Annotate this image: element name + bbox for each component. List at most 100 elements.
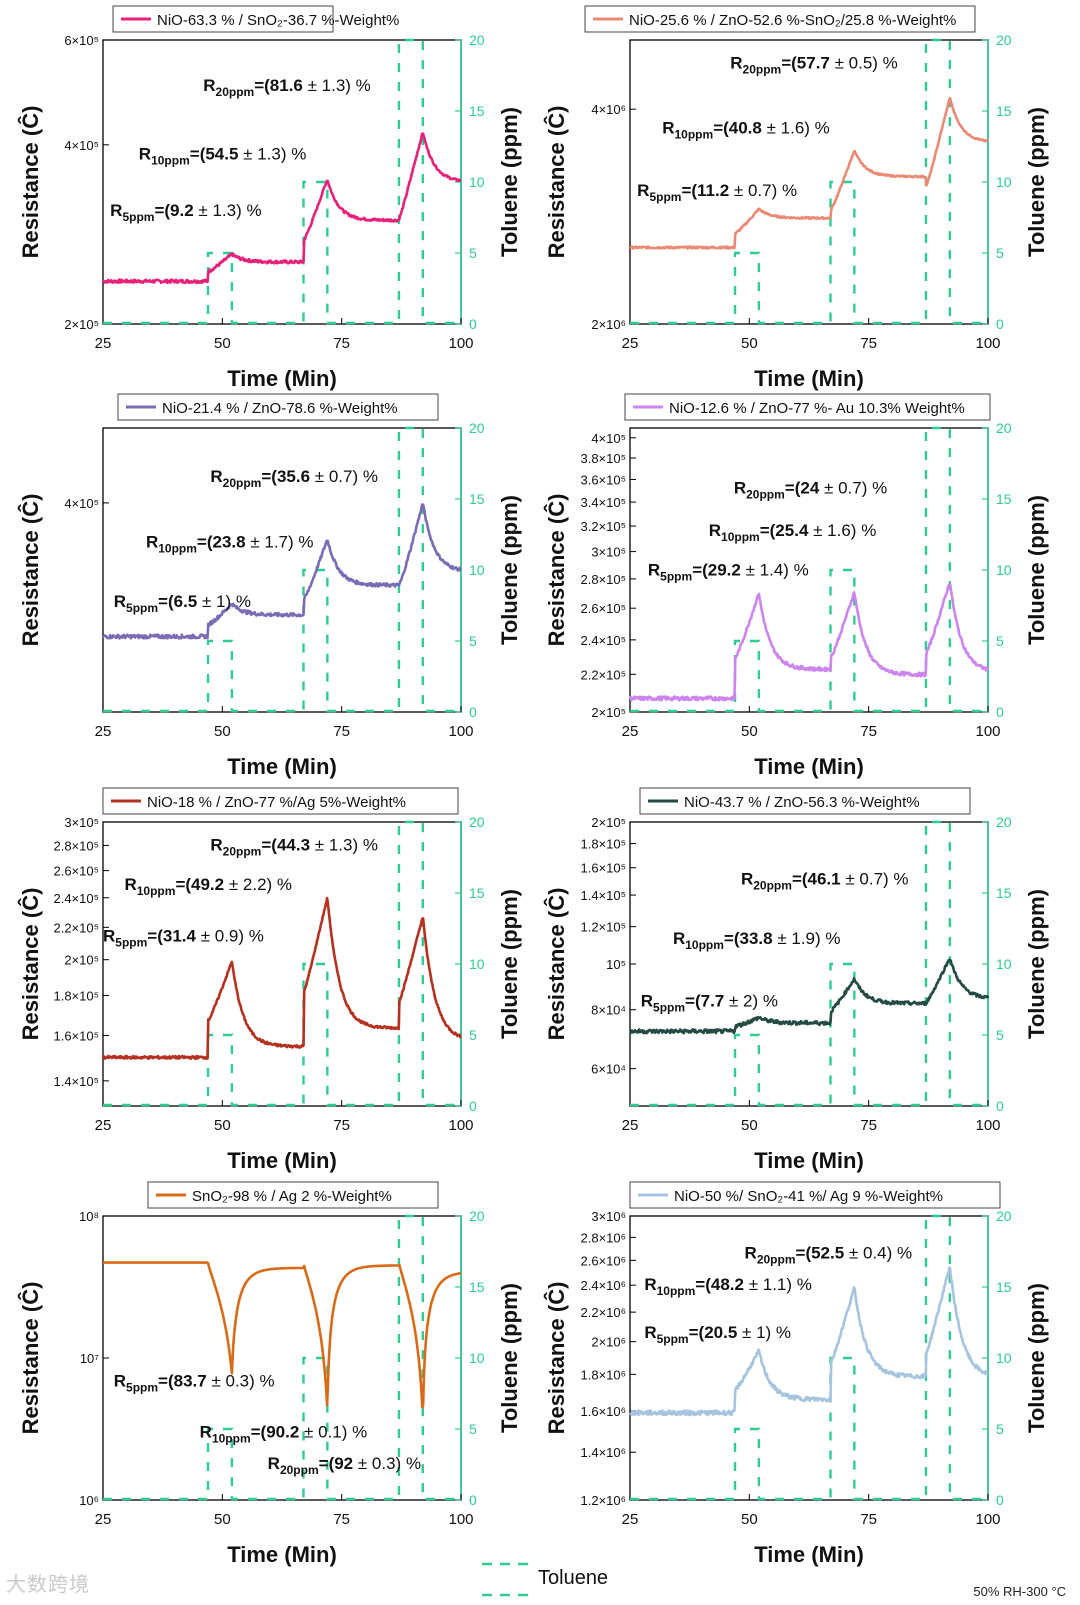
panel-3-y2-tick-label: 5 (469, 633, 477, 649)
panel-1-y2-tick-label: 10 (469, 174, 485, 190)
panel-1-x-tick-label: 75 (333, 335, 350, 352)
panel-4-y-tick-label: 3.4×10⁵ (580, 495, 626, 510)
panel-3-response-annotation: R10ppm=(23.8 ± 1.7) % (146, 532, 314, 555)
panel-4-response-annotation: R10ppm=(25.4 ± 1.6) % (709, 521, 877, 544)
panel-1-y2-tick-label: 15 (469, 103, 485, 119)
panel-6-y-axis-label: Resistance (Ĉ) (544, 888, 569, 1041)
panel-8-response-annotation: R20ppm=(52.5 ± 0.4) % (745, 1244, 913, 1267)
panel-8-y-tick-label: 1.4×10⁶ (581, 1445, 626, 1460)
panel-2-y-tick-label: 2×10⁶ (591, 317, 626, 332)
panel-5-y-tick-label: 1.6×10⁵ (53, 1028, 99, 1043)
panel-7-x-axis-label: Time (Min) (227, 1542, 337, 1567)
panel-5-y2-tick-label: 0 (469, 1098, 477, 1114)
panel-8-y-tick-label: 2×10⁶ (591, 1335, 626, 1350)
panel-5-response-annotation: R5ppm=(31.4 ± 0.9) % (103, 926, 264, 949)
panel-3-response-annotation: R5ppm=(6.5 ± 1) % (114, 592, 251, 615)
panel-8-legend-box (629, 1181, 1001, 1209)
panel-4-resistance-series (628, 583, 990, 702)
panel-2-response-annotation: R5ppm=(11.2 ± 0.7) % (637, 181, 797, 204)
panel-5-x-tick-label: 100 (448, 1117, 473, 1134)
panel-7-toluene-profile (103, 1214, 461, 1501)
panel-3-legend-box (117, 393, 439, 421)
panel-8-y-tick-label: 2.8×10⁶ (581, 1230, 626, 1245)
panel-6-x-tick-label: 25 (622, 1117, 639, 1134)
panel-4-y2-tick-label: 5 (996, 633, 1004, 649)
panel-6-y2-tick-label: 10 (996, 956, 1012, 972)
panel-8-y2-tick-label: 15 (996, 1279, 1012, 1295)
panel-5-legend-box (102, 787, 459, 815)
panel-7-response-annotation: R20ppm=(92 ± 0.3) % (268, 1454, 421, 1477)
panel-4-x-tick-label: 50 (741, 723, 758, 740)
panel-2-y2-tick-label: 0 (996, 316, 1004, 332)
panel-1-y2-tick-label: 0 (469, 316, 477, 332)
panel-2-response-annotation: R10ppm=(40.8 ± 1.6) % (662, 119, 830, 142)
panel-2-y-axis-label: Resistance (Ĉ) (544, 106, 569, 259)
panel-5-y2-tick-label: 5 (469, 1027, 477, 1043)
panel-8-y-tick-label: 2.4×10⁶ (581, 1278, 626, 1293)
panel-1-response-annotation: R20ppm=(81.6 ± 1.3) % (203, 76, 371, 99)
panel-6-resistance-series (629, 958, 990, 1035)
panel-4-y-axis-label: Resistance (Ĉ) (544, 494, 569, 647)
panel-7-legend-box (147, 1181, 439, 1209)
panel-3-resistance-series (102, 503, 462, 640)
panel-4-x-axis-label: Time (Min) (754, 754, 864, 779)
panel-2-toluene-profile (630, 38, 988, 325)
panel-2-x-tick-label: 50 (741, 335, 758, 352)
panel-5-y-tick-label: 2.4×10⁵ (53, 891, 99, 906)
panel-6-y2-tick-label: 0 (996, 1098, 1004, 1114)
panel-2-y-tick-label: 4×10⁶ (591, 102, 626, 117)
panel-7-y-tick-label: 10⁶ (79, 1493, 99, 1508)
panel-7-y2-tick-label: 5 (469, 1421, 477, 1437)
panel-1-y-tick-label: 4×10⁵ (64, 138, 99, 153)
toluene-legend-swatch (482, 1562, 534, 1597)
panel-4-y-tick-label: 3.6×10⁵ (580, 472, 626, 487)
panel-5-y-tick-label: 1.4×10⁵ (53, 1074, 99, 1089)
panel-6-y-tick-label: 10⁵ (606, 957, 626, 972)
panel-3-legend-label: NiO-21.4 % / ZnO-78.6 %-Weight% (162, 400, 398, 417)
panel-4-x-tick-label: 75 (860, 723, 877, 740)
panel-3-y2-tick-label: 10 (469, 562, 485, 578)
panel-4-legend-box (624, 393, 991, 421)
watermark: 大数跨境 (6, 1572, 90, 1596)
panel-7-response-annotation: R5ppm=(83.7 ± 0.3) % (114, 1371, 275, 1394)
panel-6-x-tick-label: 75 (860, 1117, 877, 1134)
panel-8-toluene-profile (630, 1214, 988, 1501)
panel-2-resistance-series (629, 96, 990, 250)
panel-7-y-axis-label: Resistance (Ĉ) (18, 1282, 43, 1435)
panel-8-y2-tick-label: 20 (996, 1208, 1012, 1224)
panel-8-legend-label: NiO-50 %/ SnO₂-41 %/ Ag 9 %-Weight% (674, 1188, 943, 1205)
panel-2-y2-tick-label: 10 (996, 174, 1012, 190)
panel-4-y-tick-label: 2.6×10⁵ (580, 601, 626, 616)
panel-2-x-tick-label: 75 (860, 335, 877, 352)
panel-3-y-tick-label: 4×10⁵ (64, 496, 99, 511)
panel-8-y-tick-label: 2.6×10⁶ (581, 1253, 626, 1268)
panel-7-x-tick-label: 25 (95, 1511, 112, 1528)
panel-8-y2-tick-label: 10 (996, 1350, 1012, 1366)
panel-7-y2-axis-label: Toluene (ppm) (497, 1283, 522, 1433)
panel-1-y-tick-label: 6×10⁵ (64, 33, 99, 48)
panel-5-y2-axis-label: Toluene (ppm) (497, 889, 522, 1039)
panel-7-y-tick-label: 10⁷ (80, 1351, 99, 1366)
panel-6-response-annotation: R5ppm=(7.7 ± 2) % (641, 992, 778, 1015)
panel-4-y2-axis-label: Toluene (ppm) (1024, 495, 1049, 645)
panel-5-y-tick-label: 3×10⁵ (64, 815, 99, 830)
panel-4-y2-tick-label: 20 (996, 420, 1012, 436)
panel-8-y2-tick-label: 5 (996, 1421, 1004, 1437)
panel-4-y-tick-label: 2.4×10⁵ (580, 633, 626, 648)
panel-5-response-annotation: R10ppm=(49.2 ± 2.2) % (124, 875, 292, 898)
panel-3-y2-axis-label: Toluene (ppm) (497, 495, 522, 645)
panel-4-y2-tick-label: 10 (996, 562, 1012, 578)
panel-6-y-tick-label: 2×10⁵ (591, 815, 626, 830)
panel-4-y-tick-label: 3×10⁵ (591, 545, 626, 560)
panel-8-y2-tick-label: 0 (996, 1492, 1004, 1508)
panel-6-toluene-profile (630, 820, 988, 1107)
panel-7-legend-label: SnO₂-98 % / Ag 2 %-Weight% (192, 1188, 392, 1205)
panel-5-y-tick-label: 2.2×10⁵ (53, 920, 99, 935)
panel-7-response-annotation: R10ppm=(90.2 ± 0.1) % (200, 1423, 368, 1446)
panel-3-response-annotation: R20ppm=(35.6 ± 0.7) % (210, 467, 378, 490)
panel-7-x-tick-label: 75 (333, 1511, 350, 1528)
panel-8-y-tick-label: 1.6×10⁶ (581, 1404, 626, 1419)
panel-8-x-tick-label: 100 (975, 1511, 1000, 1528)
panel-6-y2-tick-label: 20 (996, 814, 1012, 830)
panel-1-response-annotation: R5ppm=(9.2 ± 1.3) % (110, 201, 261, 224)
